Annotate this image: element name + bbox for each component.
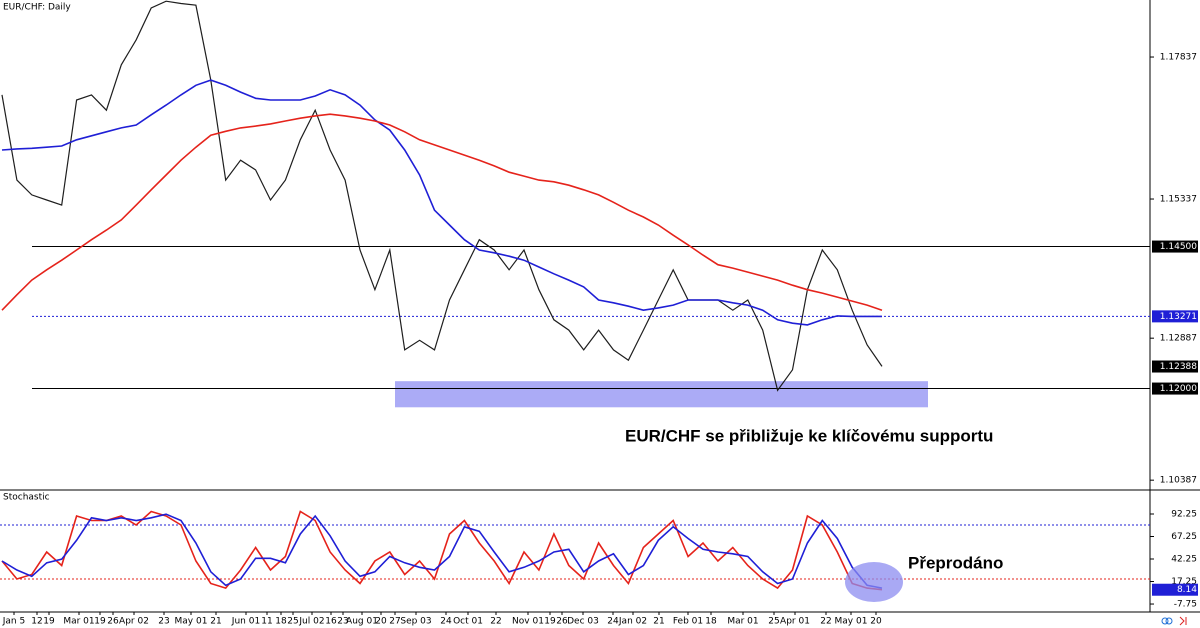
x-tick-label: 26 (107, 617, 119, 627)
corner-icons (1161, 616, 1187, 626)
x-tick-label: May 01 (835, 617, 868, 627)
level-label-box (1152, 310, 1198, 323)
x-tick-label: 27 (389, 617, 400, 627)
x-tick-label: May 01 (175, 617, 208, 627)
level-label-box (1152, 240, 1198, 253)
pane (0, 510, 1150, 591)
last-price-box (1152, 360, 1198, 373)
last-value-box (1152, 583, 1198, 596)
x-tick-label: 25 (287, 617, 298, 627)
annotation: Přeprodáno (908, 553, 1003, 572)
x-tick-label: 25 (768, 617, 779, 627)
x-tick-label: Jan 02 (618, 617, 647, 627)
x-tick-label: 23 (158, 617, 169, 627)
x-tick-label: 11 (261, 617, 272, 627)
y-tick-label: 17.25 (1171, 577, 1197, 587)
x-tick-label: Nov 01 (512, 617, 544, 627)
x-tick-label: 24 (607, 617, 619, 627)
y-tick-label: 1.12887 (1160, 334, 1197, 344)
series-line (1, 0, 883, 392)
x-tick-label: 21 (653, 617, 664, 627)
pane-title: EUR/CHF: Daily (3, 3, 71, 13)
x-tick-label: 22 (490, 617, 501, 627)
level-label: 1.14500 (1160, 242, 1197, 252)
icon (1179, 616, 1187, 626)
series-line (1, 113, 883, 311)
y-tick-label: 1.15337 (1160, 195, 1197, 205)
level-label-box (1152, 382, 1198, 395)
x-tick-label: 19 (43, 617, 55, 627)
x-tick-label: Apr 02 (119, 617, 149, 627)
x-tick-label: Mar 01 (727, 617, 758, 627)
x-tick-label: Jul 02 (298, 617, 324, 627)
x-tick-label: 12 (31, 617, 42, 627)
support-zone (395, 381, 928, 408)
x-tick-label: Jan 5 (2, 617, 25, 627)
x-tick-label: Mar 01 (63, 617, 94, 627)
y-tick-label: 1.17837 (1160, 53, 1197, 63)
x-tick-label: 26 (556, 617, 568, 627)
x-tick-label: 20 (870, 617, 882, 627)
x-tick-label: 18 (275, 617, 287, 627)
series-line (1, 79, 882, 326)
x-tick-label: Apr 01 (780, 617, 810, 627)
y-tick-label: -7.75 (1174, 600, 1197, 610)
x-tick-label: Jun 01 (231, 617, 260, 627)
last-value-label: 8.14 (1177, 585, 1197, 595)
y-tick-label: 1.10387 (1160, 476, 1197, 486)
icon (1161, 617, 1169, 625)
x-tick-label: Oct 01 (453, 617, 483, 627)
x-tick-label: 18 (705, 617, 717, 627)
x-tick-label: 22 (820, 617, 831, 627)
level-label: 1.12000 (1160, 384, 1197, 394)
x-tick-label: Dec 03 (567, 617, 599, 627)
icon (1165, 617, 1173, 625)
x-tick-label: 23 (337, 617, 348, 627)
y-tick-label: 42.25 (1171, 555, 1197, 565)
series-line (1, 510, 883, 591)
x-tick-label: 21 (210, 617, 221, 627)
annotation: EUR/CHF se přibližuje ke klíčovému suppo… (625, 426, 993, 445)
y-tick-label: 67.25 (1171, 532, 1197, 542)
x-tick-label: Aug 01 (346, 617, 378, 627)
level-label: 1.13271 (1160, 312, 1197, 322)
series-line (1, 513, 883, 589)
x-tick-label: Feb 01 (673, 617, 703, 627)
x-tick-label: Sep 03 (400, 617, 431, 627)
x-tick-label: 20 (375, 617, 387, 627)
x-tick-label: 16 (325, 617, 337, 627)
oversold-highlight (845, 562, 903, 602)
pane-title: Stochastic (3, 493, 50, 503)
y-tick-label: 92.25 (1171, 509, 1197, 519)
pane (1, 0, 1150, 408)
x-tick-label: 19 (544, 617, 556, 627)
x-tick-label: 24 (440, 617, 452, 627)
last-price-label: 1.12388 (1160, 362, 1197, 372)
x-tick-label: 19 (94, 617, 106, 627)
